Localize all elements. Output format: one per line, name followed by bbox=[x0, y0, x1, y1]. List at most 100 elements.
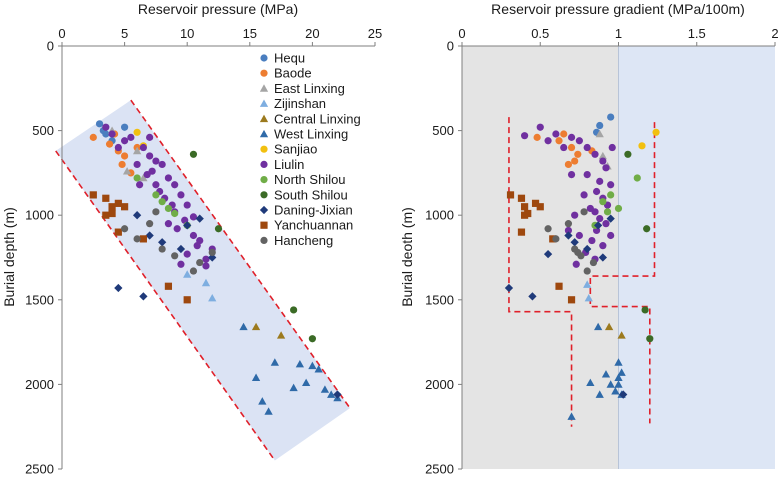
left-data-point bbox=[208, 253, 217, 262]
left-data-point bbox=[114, 199, 122, 207]
right-chart: 0 0.5 1 1.5 2 0 500 1000 1500 2000 2500 Reservoir… bbox=[399, 1, 779, 477]
left-y-ticks: 0 500 1000 1500 2000 2500 bbox=[25, 39, 62, 477]
legend-label: Sanjiao bbox=[274, 142, 317, 157]
right-data-point bbox=[607, 113, 615, 121]
right-x-tick-label: 1 bbox=[615, 26, 622, 41]
right-data-point bbox=[583, 267, 591, 275]
legend-entry: Zijinshan bbox=[259, 96, 326, 111]
left-data-point bbox=[158, 238, 167, 247]
left-data-point bbox=[276, 331, 286, 339]
left-x-tick-label: 5 bbox=[121, 26, 128, 41]
left-data-point bbox=[295, 359, 305, 368]
left-x-tick-label: 10 bbox=[180, 26, 194, 41]
left-trend-band bbox=[55, 100, 350, 461]
right-data-point bbox=[599, 198, 607, 206]
right-data-point bbox=[614, 380, 623, 388]
right-data-point bbox=[607, 231, 615, 240]
left-data-point bbox=[145, 231, 154, 240]
left-x-axis-title: Reservoir pressure (MPa) bbox=[138, 1, 298, 17]
left-data-point bbox=[102, 194, 110, 202]
right-y-tick-label: 1000 bbox=[425, 208, 454, 223]
left-series-south-shilou bbox=[189, 150, 316, 343]
right-data-point bbox=[598, 253, 607, 262]
left-x-tick-label: 20 bbox=[305, 26, 319, 41]
right-data-point bbox=[638, 142, 646, 150]
right-series-baode bbox=[533, 130, 596, 169]
right-data-point bbox=[641, 306, 649, 314]
left-data-point bbox=[189, 213, 198, 221]
left-data-point bbox=[333, 390, 342, 399]
right-data-point bbox=[603, 208, 612, 216]
left-y-tick-label: 2000 bbox=[25, 377, 54, 392]
right-data-point bbox=[584, 293, 593, 302]
right-boundary-line bbox=[589, 122, 656, 424]
left-data-point bbox=[152, 191, 160, 199]
right-data-point bbox=[624, 150, 632, 158]
right-data-points bbox=[504, 113, 660, 420]
right-data-point bbox=[567, 296, 576, 304]
right-data-point bbox=[583, 244, 592, 254]
right-data-point bbox=[592, 187, 601, 196]
left-data-point bbox=[108, 130, 116, 138]
left-series-north-shilou bbox=[133, 174, 191, 229]
left-data-point bbox=[183, 296, 191, 304]
left-x-ticks: 0 5 10 15 20 25 bbox=[58, 26, 382, 46]
left-data-point bbox=[114, 283, 123, 293]
left-series-zijinshan bbox=[183, 270, 217, 302]
legend-label: Daning-Jixian bbox=[274, 203, 353, 218]
right-series-zijinshan bbox=[583, 280, 593, 302]
right-data-point bbox=[607, 181, 615, 189]
right-data-point bbox=[564, 231, 573, 240]
left-data-point bbox=[133, 160, 141, 169]
right-data-point bbox=[521, 132, 529, 140]
left-data-point bbox=[239, 322, 248, 331]
right-data-point bbox=[586, 378, 595, 387]
left-data-point bbox=[95, 120, 104, 128]
left-data-point bbox=[177, 191, 185, 199]
right-boundary-line bbox=[508, 117, 573, 427]
right-data-point bbox=[574, 248, 582, 257]
right-data-point bbox=[555, 282, 563, 290]
right-data-point bbox=[596, 177, 604, 185]
right-data-point bbox=[572, 260, 580, 268]
right-data-point bbox=[586, 204, 594, 213]
left-data-point bbox=[114, 228, 122, 236]
right-data-point bbox=[643, 225, 651, 233]
left-series-hancheng bbox=[121, 208, 216, 275]
legend-marker bbox=[260, 176, 268, 184]
left-data-point bbox=[202, 262, 210, 270]
right-data-point bbox=[552, 235, 560, 243]
left-y-tick-label: 2500 bbox=[25, 462, 54, 477]
right-y-tick-label: 2500 bbox=[425, 462, 454, 477]
legend-entry: North Shilou bbox=[260, 172, 346, 187]
right-data-point bbox=[524, 209, 532, 218]
left-data-point bbox=[193, 242, 201, 250]
right-series-daning-jixian bbox=[504, 214, 628, 399]
left-data-point bbox=[133, 235, 141, 243]
right-data-point bbox=[567, 170, 576, 179]
right-data-point bbox=[575, 231, 583, 240]
left-data-point bbox=[139, 173, 148, 182]
legend-marker bbox=[260, 236, 268, 244]
right-data-point bbox=[567, 133, 576, 141]
right-data-point bbox=[574, 150, 582, 158]
right-data-point bbox=[567, 143, 576, 152]
left-data-point bbox=[146, 133, 154, 141]
left-y-tick-label: 1500 bbox=[25, 292, 54, 307]
left-data-point bbox=[108, 203, 116, 211]
left-data-point bbox=[158, 198, 166, 206]
left-data-point bbox=[152, 208, 160, 216]
left-data-point bbox=[146, 152, 154, 160]
legend-label: Central Linxing bbox=[274, 111, 361, 126]
right-data-point bbox=[564, 220, 573, 228]
legend-marker bbox=[259, 84, 269, 92]
left-data-point bbox=[133, 128, 141, 136]
right-y-tick-label: 2000 bbox=[425, 377, 454, 392]
right-data-point bbox=[575, 137, 583, 145]
left-x-tick-label: 25 bbox=[368, 26, 382, 41]
left-data-point bbox=[133, 174, 141, 182]
legend-entry: Sanjiao bbox=[260, 142, 317, 157]
right-data-point bbox=[646, 335, 654, 343]
left-data-point bbox=[121, 203, 129, 211]
